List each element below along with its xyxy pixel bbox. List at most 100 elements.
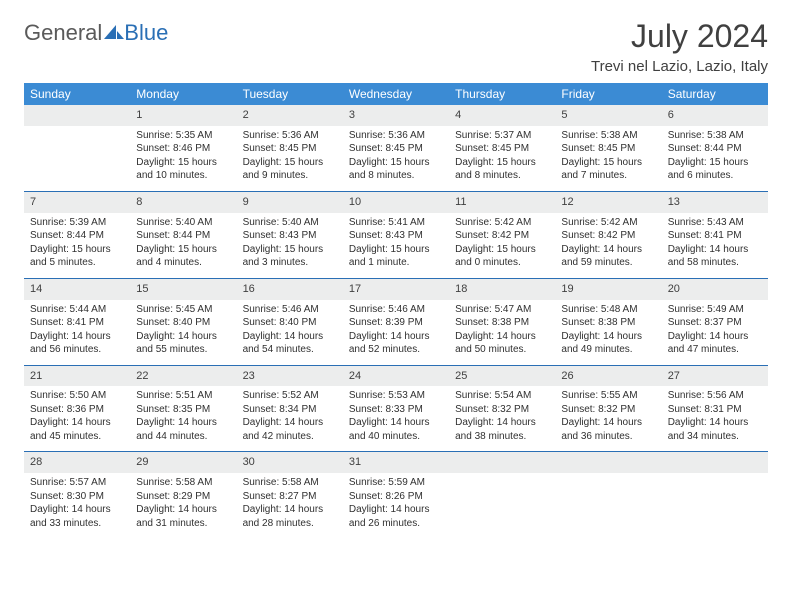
day-info-line: Sunset: 8:43 PM — [349, 229, 443, 243]
day-info-cell: Sunrise: 5:40 AMSunset: 8:44 PMDaylight:… — [130, 213, 236, 279]
day-info-cell: Sunrise: 5:41 AMSunset: 8:43 PMDaylight:… — [343, 213, 449, 279]
day-info-cell: Sunrise: 5:56 AMSunset: 8:31 PMDaylight:… — [662, 386, 768, 452]
day-info-line: Daylight: 15 hours and 0 minutes. — [455, 243, 549, 270]
day-info-row: Sunrise: 5:44 AMSunset: 8:41 PMDaylight:… — [24, 300, 768, 366]
day-info-line: Sunset: 8:36 PM — [30, 403, 124, 417]
day-header-row: Sunday Monday Tuesday Wednesday Thursday… — [24, 83, 768, 105]
day-info-line: Daylight: 15 hours and 8 minutes. — [455, 156, 549, 183]
day-info-line: Sunset: 8:39 PM — [349, 316, 443, 330]
day-info-line: Sunrise: 5:46 AM — [349, 303, 443, 317]
day-number-cell — [662, 452, 768, 473]
day-info-line: Daylight: 15 hours and 3 minutes. — [243, 243, 337, 270]
day-info-line: Sunrise: 5:40 AM — [136, 216, 230, 230]
day-info-line: Daylight: 14 hours and 58 minutes. — [668, 243, 762, 270]
day-info-cell: Sunrise: 5:58 AMSunset: 8:27 PMDaylight:… — [237, 473, 343, 538]
logo-text-2: Blue — [124, 20, 168, 46]
day-info-line: Sunrise: 5:59 AM — [349, 476, 443, 490]
day-info-cell: Sunrise: 5:54 AMSunset: 8:32 PMDaylight:… — [449, 386, 555, 452]
day-info-cell: Sunrise: 5:46 AMSunset: 8:39 PMDaylight:… — [343, 300, 449, 366]
day-info-line: Sunrise: 5:58 AM — [136, 476, 230, 490]
day-info-line: Sunset: 8:35 PM — [136, 403, 230, 417]
day-number-cell: 28 — [24, 452, 130, 473]
day-number-cell: 9 — [237, 191, 343, 212]
day-info-line: Daylight: 14 hours and 47 minutes. — [668, 330, 762, 357]
day-info-line: Sunset: 8:45 PM — [561, 142, 655, 156]
day-info-line: Daylight: 14 hours and 28 minutes. — [243, 503, 337, 530]
day-info-cell: Sunrise: 5:45 AMSunset: 8:40 PMDaylight:… — [130, 300, 236, 366]
day-info-line: Daylight: 15 hours and 6 minutes. — [668, 156, 762, 183]
day-info-line: Daylight: 14 hours and 31 minutes. — [136, 503, 230, 530]
day-number-cell: 23 — [237, 365, 343, 386]
logo-text-1: General — [24, 20, 102, 46]
day-info-cell: Sunrise: 5:57 AMSunset: 8:30 PMDaylight:… — [24, 473, 130, 538]
day-header: Monday — [130, 83, 236, 105]
day-info-cell: Sunrise: 5:38 AMSunset: 8:44 PMDaylight:… — [662, 126, 768, 192]
day-info-line: Sunrise: 5:39 AM — [30, 216, 124, 230]
day-info-line: Sunrise: 5:42 AM — [561, 216, 655, 230]
day-info-line: Sunset: 8:37 PM — [668, 316, 762, 330]
day-info-cell: Sunrise: 5:48 AMSunset: 8:38 PMDaylight:… — [555, 300, 661, 366]
day-info-line: Sunrise: 5:36 AM — [349, 129, 443, 143]
day-header: Thursday — [449, 83, 555, 105]
day-info-cell: Sunrise: 5:39 AMSunset: 8:44 PMDaylight:… — [24, 213, 130, 279]
day-info-cell: Sunrise: 5:52 AMSunset: 8:34 PMDaylight:… — [237, 386, 343, 452]
day-number-cell: 17 — [343, 278, 449, 299]
day-info-cell — [662, 473, 768, 538]
day-info-line: Daylight: 14 hours and 56 minutes. — [30, 330, 124, 357]
day-info-line: Sunrise: 5:36 AM — [243, 129, 337, 143]
day-info-cell: Sunrise: 5:55 AMSunset: 8:32 PMDaylight:… — [555, 386, 661, 452]
day-number-cell: 15 — [130, 278, 236, 299]
day-info-line: Sunset: 8:40 PM — [136, 316, 230, 330]
day-info-line: Daylight: 14 hours and 44 minutes. — [136, 416, 230, 443]
day-info-line: Sunset: 8:31 PM — [668, 403, 762, 417]
day-info-line: Daylight: 15 hours and 4 minutes. — [136, 243, 230, 270]
day-number-cell: 21 — [24, 365, 130, 386]
day-info-line: Sunrise: 5:44 AM — [30, 303, 124, 317]
day-info-line: Sunset: 8:38 PM — [455, 316, 549, 330]
day-number-cell: 6 — [662, 105, 768, 126]
day-info-line: Sunrise: 5:38 AM — [668, 129, 762, 143]
title-block: July 2024 Trevi nel Lazio, Lazio, Italy — [591, 20, 768, 75]
day-info-line: Sunset: 8:42 PM — [455, 229, 549, 243]
day-info-cell: Sunrise: 5:37 AMSunset: 8:45 PMDaylight:… — [449, 126, 555, 192]
day-info-line: Sunrise: 5:38 AM — [561, 129, 655, 143]
day-info-line: Sunrise: 5:41 AM — [349, 216, 443, 230]
day-info-cell: Sunrise: 5:36 AMSunset: 8:45 PMDaylight:… — [237, 126, 343, 192]
day-number-cell: 5 — [555, 105, 661, 126]
day-header: Tuesday — [237, 83, 343, 105]
day-info-line: Sunset: 8:32 PM — [561, 403, 655, 417]
day-info-line: Daylight: 14 hours and 42 minutes. — [243, 416, 337, 443]
day-info-line: Sunset: 8:30 PM — [30, 490, 124, 504]
day-info-line: Sunrise: 5:49 AM — [668, 303, 762, 317]
day-info-cell — [24, 126, 130, 192]
day-info-cell — [555, 473, 661, 538]
day-info-line: Daylight: 14 hours and 36 minutes. — [561, 416, 655, 443]
calendar-page: General Blue July 2024 Trevi nel Lazio, L… — [0, 0, 792, 558]
day-info-line: Sunrise: 5:55 AM — [561, 389, 655, 403]
day-info-cell: Sunrise: 5:46 AMSunset: 8:40 PMDaylight:… — [237, 300, 343, 366]
day-header: Wednesday — [343, 83, 449, 105]
month-title: July 2024 — [591, 20, 768, 52]
day-info-line: Sunrise: 5:54 AM — [455, 389, 549, 403]
day-info-line: Sunset: 8:41 PM — [668, 229, 762, 243]
day-info-line: Sunset: 8:42 PM — [561, 229, 655, 243]
day-info-line: Daylight: 14 hours and 33 minutes. — [30, 503, 124, 530]
day-number-cell — [449, 452, 555, 473]
day-number-cell: 25 — [449, 365, 555, 386]
day-number-row: 28293031 — [24, 452, 768, 473]
day-info-line: Sunset: 8:46 PM — [136, 142, 230, 156]
day-info-line: Daylight: 15 hours and 10 minutes. — [136, 156, 230, 183]
day-info-line: Sunrise: 5:45 AM — [136, 303, 230, 317]
day-info-cell: Sunrise: 5:47 AMSunset: 8:38 PMDaylight:… — [449, 300, 555, 366]
day-info-line: Sunrise: 5:42 AM — [455, 216, 549, 230]
day-info-line: Daylight: 15 hours and 7 minutes. — [561, 156, 655, 183]
day-info-cell: Sunrise: 5:50 AMSunset: 8:36 PMDaylight:… — [24, 386, 130, 452]
day-info-line: Daylight: 14 hours and 26 minutes. — [349, 503, 443, 530]
day-info-line: Sunrise: 5:48 AM — [561, 303, 655, 317]
day-number-cell: 26 — [555, 365, 661, 386]
day-info-cell — [449, 473, 555, 538]
day-info-line: Daylight: 14 hours and 55 minutes. — [136, 330, 230, 357]
day-info-line: Daylight: 14 hours and 40 minutes. — [349, 416, 443, 443]
day-info-line: Sunset: 8:45 PM — [243, 142, 337, 156]
day-info-line: Daylight: 14 hours and 34 minutes. — [668, 416, 762, 443]
